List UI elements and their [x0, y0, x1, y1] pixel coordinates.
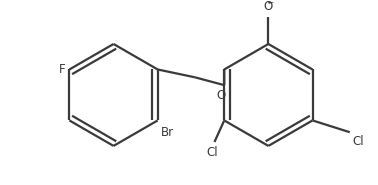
Text: Cl: Cl	[207, 146, 218, 159]
Text: F: F	[59, 63, 65, 76]
Text: O: O	[264, 0, 273, 13]
Text: Br: Br	[161, 126, 174, 139]
Text: CH₃: CH₃	[288, 0, 309, 2]
Text: O: O	[217, 89, 226, 102]
Text: Cl: Cl	[353, 135, 364, 148]
